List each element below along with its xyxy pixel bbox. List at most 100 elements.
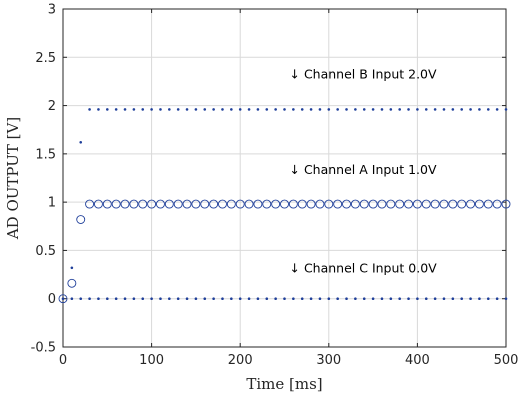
data-point bbox=[448, 199, 458, 209]
data-point bbox=[256, 108, 260, 111]
data-point bbox=[478, 297, 481, 301]
annotation-label: ↓ Channel B Input 2.0V bbox=[290, 67, 438, 82]
data-point bbox=[424, 297, 428, 301]
data-point bbox=[504, 108, 508, 111]
data-point bbox=[486, 297, 490, 301]
data-point bbox=[209, 199, 219, 209]
data-point bbox=[156, 199, 165, 209]
data-point bbox=[424, 108, 428, 111]
data-point bbox=[244, 199, 254, 209]
axis-ticks: 0 100 200 300 400 500-0.500.511.522.53 bbox=[31, 3, 518, 369]
data-point bbox=[141, 108, 145, 111]
data-point bbox=[433, 297, 437, 301]
data-point bbox=[504, 297, 508, 301]
data-point bbox=[345, 108, 348, 111]
data-point bbox=[380, 297, 384, 301]
data-point bbox=[79, 297, 83, 301]
data-point bbox=[176, 297, 180, 301]
data-series bbox=[58, 108, 511, 304]
data-point bbox=[416, 297, 419, 301]
data-point bbox=[265, 108, 269, 111]
data-point bbox=[218, 199, 227, 209]
x-tick-label: 300 bbox=[316, 353, 341, 368]
data-point bbox=[194, 297, 198, 301]
data-point bbox=[309, 297, 313, 301]
data-point bbox=[421, 199, 431, 209]
data-point bbox=[168, 297, 171, 301]
data-point bbox=[362, 297, 366, 301]
data-point bbox=[309, 108, 313, 111]
data-point bbox=[274, 108, 277, 111]
data-point bbox=[474, 199, 484, 209]
data-point bbox=[93, 199, 103, 209]
data-point bbox=[150, 108, 153, 111]
annotation-label: ↓ Channel A Input 1.0V bbox=[290, 162, 437, 177]
data-point bbox=[416, 108, 419, 111]
y-tick-label: 3 bbox=[48, 3, 56, 18]
data-point bbox=[354, 297, 357, 301]
data-point bbox=[226, 199, 236, 209]
data-point bbox=[327, 108, 331, 111]
data-point bbox=[150, 297, 153, 301]
data-point bbox=[345, 297, 348, 301]
data-point bbox=[111, 199, 121, 209]
data-point bbox=[141, 297, 145, 301]
data-point bbox=[280, 199, 289, 209]
data-point bbox=[283, 297, 286, 301]
data-point bbox=[102, 199, 112, 209]
y-tick-label: 0 bbox=[48, 292, 56, 307]
data-point bbox=[230, 297, 233, 301]
data-point bbox=[212, 297, 215, 301]
data-point bbox=[483, 199, 493, 209]
data-point bbox=[398, 108, 401, 111]
annotation-label: ↓ Channel C Input 0.0V bbox=[290, 261, 438, 276]
data-point bbox=[97, 297, 100, 301]
data-point bbox=[333, 199, 343, 209]
data-point bbox=[451, 297, 455, 301]
data-point bbox=[386, 199, 396, 209]
data-point bbox=[292, 108, 295, 111]
data-point bbox=[76, 215, 86, 224]
data-point bbox=[221, 108, 224, 111]
data-point bbox=[486, 108, 490, 111]
data-point bbox=[200, 199, 210, 209]
data-point bbox=[159, 108, 162, 111]
data-point bbox=[300, 108, 304, 111]
data-point bbox=[430, 199, 440, 209]
data-point bbox=[182, 199, 192, 209]
data-point bbox=[253, 199, 263, 209]
data-point bbox=[398, 297, 401, 301]
data-point bbox=[88, 108, 91, 111]
data-point bbox=[176, 108, 180, 111]
data-point bbox=[460, 108, 464, 111]
data-point bbox=[407, 297, 410, 301]
y-tick-label: -0.5 bbox=[31, 341, 56, 356]
data-point bbox=[395, 199, 405, 209]
data-point bbox=[247, 108, 251, 111]
data-point bbox=[300, 297, 304, 301]
data-point bbox=[230, 108, 233, 111]
data-point bbox=[297, 199, 307, 209]
data-point bbox=[412, 199, 422, 209]
data-point bbox=[138, 199, 148, 209]
data-point bbox=[256, 297, 260, 301]
data-point bbox=[120, 199, 130, 209]
data-point bbox=[469, 297, 472, 301]
data-point bbox=[159, 297, 162, 301]
data-point bbox=[350, 199, 360, 209]
data-point bbox=[265, 297, 269, 301]
data-point bbox=[439, 199, 449, 209]
data-point bbox=[191, 199, 201, 209]
data-point bbox=[377, 199, 387, 209]
data-point bbox=[469, 108, 472, 111]
data-point bbox=[70, 297, 74, 301]
y-tick-label: 1 bbox=[48, 196, 56, 211]
data-point bbox=[185, 108, 189, 111]
data-point bbox=[442, 108, 446, 111]
data-point bbox=[306, 199, 316, 209]
data-point bbox=[147, 199, 157, 209]
data-point bbox=[173, 199, 183, 209]
data-point bbox=[359, 199, 369, 209]
data-point bbox=[168, 108, 171, 111]
